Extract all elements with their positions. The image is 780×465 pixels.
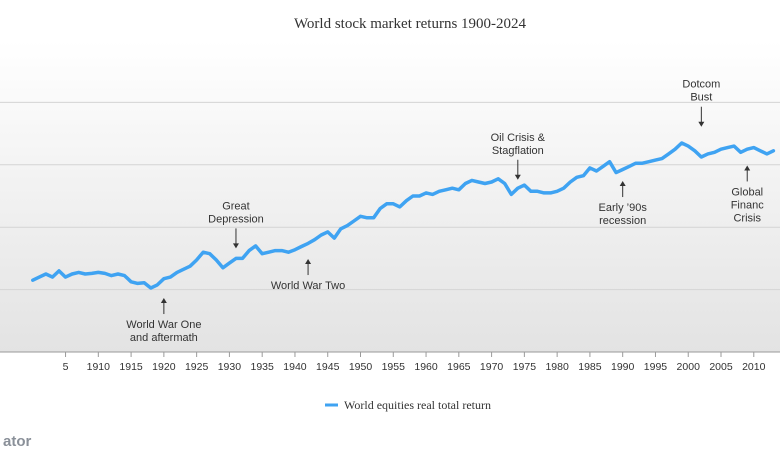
x-tick-label: 1965: [447, 361, 471, 373]
x-tick-label: 1995: [644, 361, 668, 373]
annotation-text: Stagflation: [492, 145, 544, 157]
annotation-arrowhead: [514, 174, 521, 180]
x-tick-label: 1945: [316, 361, 340, 373]
x-tick-label: 1910: [87, 361, 111, 373]
brand-logo-text: ator: [3, 433, 32, 450]
annotation-arrowhead: [619, 181, 626, 187]
x-tick-label: 1975: [513, 361, 537, 373]
x-tick-label: 1915: [119, 361, 143, 373]
legend[interactable]: World equities real total return: [325, 398, 491, 412]
x-tick-label: 1925: [185, 361, 209, 373]
annotation-text: and aftermath: [130, 332, 198, 344]
x-tick-label: 1960: [414, 361, 438, 373]
chart-title: World stock market returns 1900-2024: [294, 16, 527, 32]
x-tick-label: 1920: [152, 361, 176, 373]
annotation-2: World War Two: [271, 259, 345, 292]
x-axis-ticks: 5 1910 1915 1920 1925 1930 1935 1940 1945 1950 195…: [63, 352, 766, 373]
annotation-text: World War Two: [271, 280, 345, 292]
annotation-arrowhead: [305, 259, 312, 265]
annotation-text: recession: [599, 215, 646, 227]
annotation-text: World War One: [126, 319, 201, 331]
x-tick-label: 1970: [480, 361, 504, 373]
annotation-text: Depression: [208, 213, 264, 225]
legend-label: World equities real total return: [344, 398, 491, 412]
annotation-text: Early ’90s: [599, 202, 648, 214]
annotation-arrowhead: [160, 298, 167, 304]
series-line-0[interactable]: [31, 141, 776, 290]
annotation-text: Great: [222, 200, 250, 212]
x-tick-label: 1990: [611, 361, 635, 373]
x-tick-label: 2005: [709, 361, 733, 373]
annotation-arrowhead: [698, 121, 705, 127]
annotation-text: Oil Crisis &: [491, 132, 546, 144]
x-tick-label: 5: [63, 361, 69, 373]
x-tick-label: 1955: [382, 361, 406, 373]
gridlines: [0, 101, 780, 291]
annotation-arrowhead: [232, 243, 239, 249]
x-tick-label: 2010: [742, 361, 766, 373]
annotation-text: Financ: [731, 199, 765, 211]
x-tick-label: 1940: [283, 361, 307, 373]
x-tick-label: 1935: [251, 361, 275, 373]
plot-area: [0, 40, 780, 352]
annotation-text: Dotcom: [682, 79, 720, 91]
annotation-text: Crisis: [733, 212, 761, 224]
annotation-text: Bust: [690, 92, 712, 104]
x-tick-label: 1930: [218, 361, 242, 373]
annotation-arrowhead: [744, 165, 751, 171]
x-tick-label: 1980: [545, 361, 569, 373]
x-tick-label: 1985: [578, 361, 602, 373]
x-tick-label: 2000: [677, 361, 701, 373]
x-tick-label: 1950: [349, 361, 373, 373]
annotation-text: Global: [731, 186, 763, 198]
series-layer: [31, 141, 776, 290]
annotation-3: Oil Crisis &Stagflation: [491, 132, 546, 180]
